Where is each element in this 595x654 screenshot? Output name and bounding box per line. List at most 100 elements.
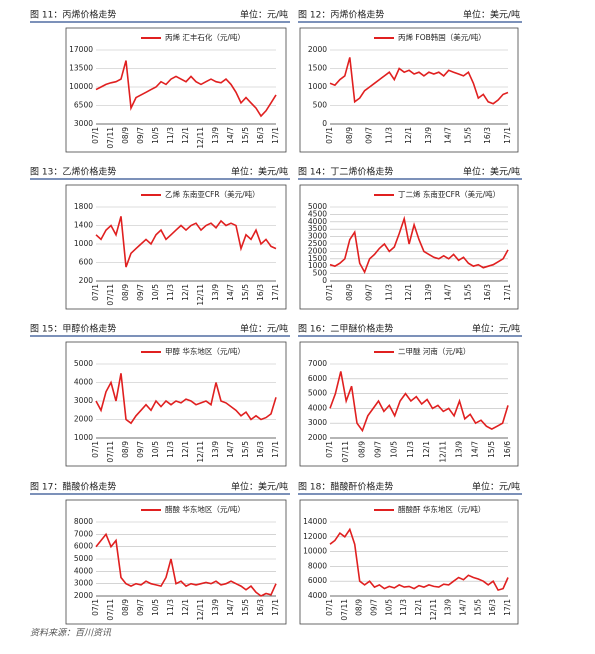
x-tick-label: 09/7	[374, 441, 383, 458]
x-tick-label: 10/5	[390, 441, 399, 458]
x-tick-label: 12/11	[196, 284, 205, 306]
x-tick-label: 07/1	[325, 599, 334, 616]
x-tick-label: 10/5	[151, 441, 160, 458]
x-tick-label: 17/1	[503, 127, 512, 144]
x-tick-label: 11/3	[166, 127, 175, 144]
panel-title: 图 13：乙烯价格走势	[30, 166, 116, 178]
y-tick-label: 500	[313, 269, 328, 278]
x-tick-label: 13/9	[211, 127, 220, 144]
y-tick-label: 500	[313, 101, 328, 110]
y-tick-label: 4000	[308, 591, 327, 600]
price-line	[329, 527, 509, 592]
x-tick-label: 07/1	[91, 284, 100, 301]
y-tick-label: 1000	[308, 261, 327, 270]
panel-unit: 单位：元/吨	[240, 9, 288, 21]
y-tick-label: 14000	[303, 517, 327, 526]
y-tick-label: 4000	[308, 403, 327, 412]
x-tick-label: 14/7	[226, 284, 235, 301]
y-tick-label: 6000	[74, 542, 93, 551]
x-tick-label: 16/3	[256, 284, 265, 301]
x-tick-label: 12/1	[404, 127, 413, 144]
x-tick-label: 15/5	[241, 599, 250, 616]
x-tick-label: 15/5	[473, 599, 482, 616]
panel-title: 图 15：甲醇价格走势	[30, 323, 116, 335]
x-tick-label: 07/11	[341, 441, 350, 463]
legend-label: 丙烯 汇丰石化（元/吨）	[165, 32, 245, 42]
y-tick-label: 2000	[308, 45, 327, 54]
x-tick-label: 15/5	[241, 441, 250, 458]
x-tick-label: 10/5	[384, 599, 393, 616]
x-tick-label: 14/7	[444, 127, 453, 144]
chart-frame	[65, 27, 287, 153]
x-tick-label: 11/3	[166, 599, 175, 616]
y-tick-label: 10000	[69, 82, 93, 91]
y-tick-label: 2000	[308, 433, 327, 442]
price-line	[329, 57, 509, 105]
x-tick-label: 17/1	[271, 599, 280, 616]
y-tick-label: 2000	[308, 246, 327, 255]
x-tick-label: 09/7	[136, 127, 145, 144]
x-tick-label: 09/7	[136, 284, 145, 301]
x-tick-label: 17/1	[271, 284, 280, 301]
x-tick-label: 12/11	[429, 599, 438, 621]
x-tick-label: 11/3	[384, 127, 393, 144]
x-tick-label: 15/5	[241, 127, 250, 144]
chart-frame	[299, 341, 519, 467]
chart-frame	[65, 184, 287, 310]
x-tick-label: 13/9	[454, 441, 463, 458]
y-tick-label: 8000	[74, 517, 93, 526]
price-line	[95, 60, 277, 118]
panel-unit: 单位：美元/吨	[463, 9, 520, 21]
x-tick-label: 08/9	[355, 599, 364, 616]
x-tick-label: 12/1	[181, 441, 190, 458]
panel-unit: 单位：元/吨	[472, 481, 520, 493]
x-tick-label: 15/5	[487, 441, 496, 458]
panel-title: 图 17：醋酸价格走势	[30, 481, 116, 493]
panel-unit: 单位：美元/吨	[463, 166, 520, 178]
x-tick-label: 07/11	[106, 127, 115, 149]
y-tick-label: 5000	[308, 389, 327, 398]
panel-title: 图 12：丙烯价格走势	[298, 9, 384, 21]
x-tick-label: 10/5	[151, 284, 160, 301]
x-tick-label: 08/9	[121, 441, 130, 458]
x-tick-label: 16/3	[483, 284, 492, 301]
x-tick-label: 14/7	[226, 441, 235, 458]
panel-title: 图 11：丙烯价格走势	[30, 9, 116, 21]
y-tick-label: 3000	[308, 232, 327, 241]
price-line	[95, 532, 277, 597]
y-tick-label: 3000	[74, 579, 93, 588]
y-tick-label: 200	[79, 276, 94, 285]
y-tick-label: 2500	[308, 239, 327, 248]
y-tick-label: 4000	[74, 378, 93, 387]
x-tick-label: 12/11	[196, 599, 205, 621]
y-tick-label: 7000	[308, 359, 327, 368]
y-tick-label: 3000	[74, 119, 93, 128]
y-tick-label: 0	[322, 276, 327, 285]
x-tick-label: 07/1	[91, 127, 100, 144]
x-tick-label: 08/9	[121, 599, 130, 616]
price-line	[95, 216, 277, 268]
y-tick-label: 5000	[74, 359, 93, 368]
x-tick-label: 07/11	[340, 599, 349, 621]
y-tick-label: 1500	[308, 254, 327, 263]
y-tick-label: 3000	[74, 396, 93, 405]
x-tick-label: 08/9	[121, 127, 130, 144]
x-tick-label: 15/5	[463, 127, 472, 144]
y-tick-label: 6500	[74, 101, 93, 110]
chart-frame	[299, 184, 519, 310]
y-tick-label: 3000	[308, 418, 327, 427]
x-tick-label: 09/7	[365, 127, 374, 144]
x-tick-label: 09/7	[370, 599, 379, 616]
x-tick-label: 07/1	[325, 441, 334, 458]
x-tick-label: 11/3	[384, 284, 393, 301]
legend-label: 丁二烯 东南亚CFR（美元/吨）	[398, 189, 500, 199]
x-tick-label: 14/7	[226, 599, 235, 616]
legend-label: 乙烯 东南亚CFR（美元/吨）	[165, 189, 260, 199]
panel-title: 图 18：醋酸酐价格走势	[298, 481, 393, 493]
chart-frame	[299, 499, 519, 625]
x-tick-label: 07/11	[106, 441, 115, 463]
x-tick-label: 11/3	[166, 284, 175, 301]
x-tick-label: 11/3	[406, 441, 415, 458]
legend-label: 丙烯 FOB韩国（美元/吨）	[398, 32, 486, 42]
